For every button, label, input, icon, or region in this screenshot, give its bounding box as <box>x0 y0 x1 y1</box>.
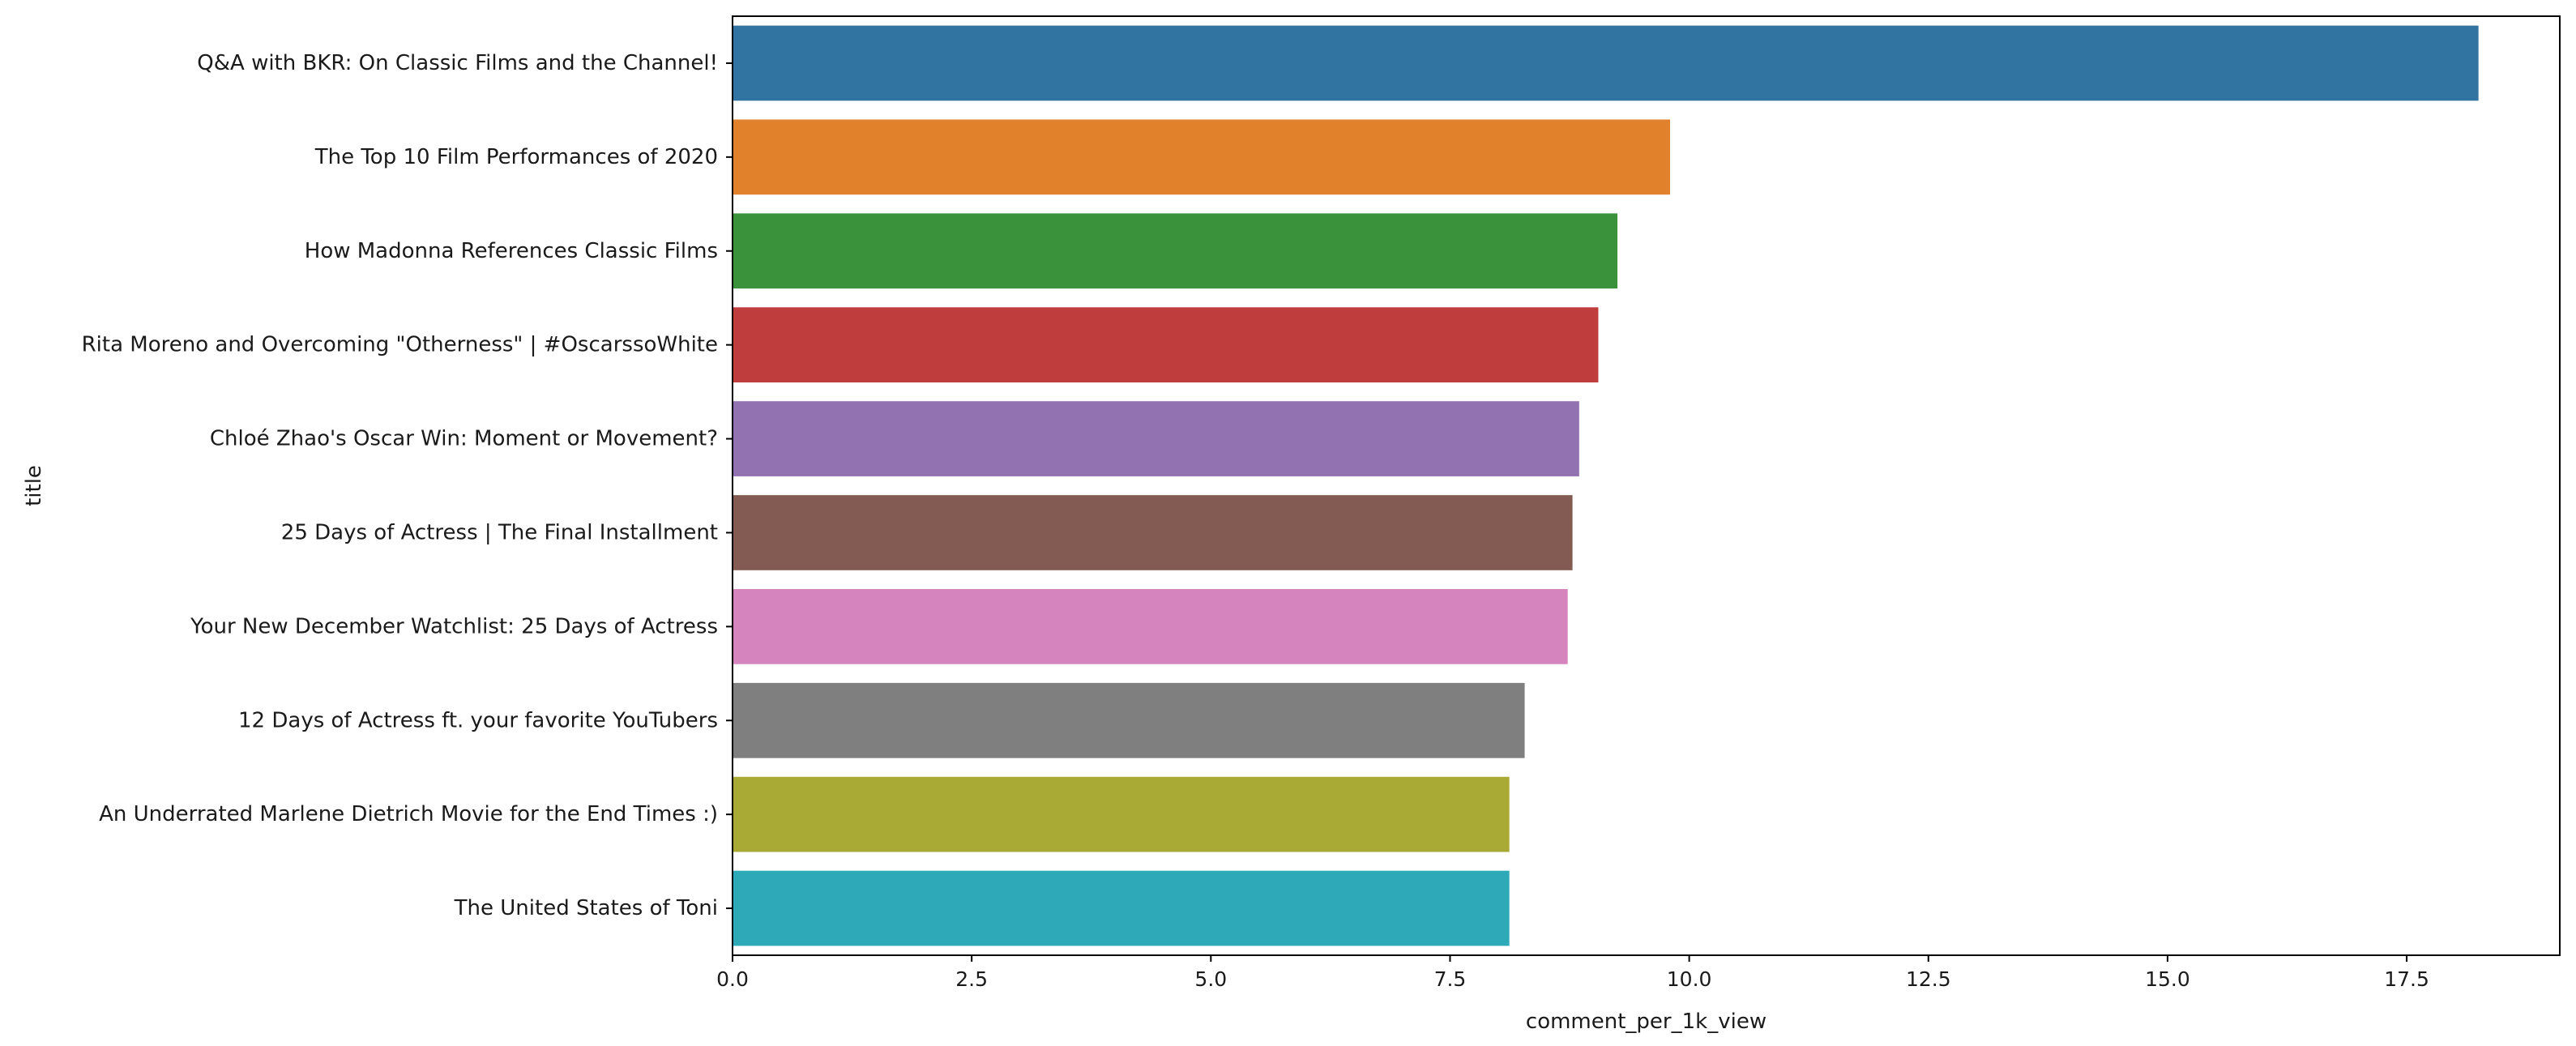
bar <box>733 588 1568 664</box>
category-label: The United States of Toni <box>454 896 718 920</box>
x-tick-label: 7.5 <box>1434 967 1467 991</box>
bar <box>733 682 1525 758</box>
bar <box>733 495 1573 570</box>
category-label: How Madonna References Classic Films <box>305 239 718 263</box>
category-label: Your New December Watchlist: 25 Days of … <box>190 614 718 638</box>
x-tick-label: 0.0 <box>716 967 749 991</box>
category-label: Chloé Zhao's Oscar Win: Moment or Moveme… <box>210 427 718 451</box>
x-tick-label: 17.5 <box>2384 967 2429 991</box>
x-tick-label: 2.5 <box>955 967 988 991</box>
bar <box>733 25 2479 101</box>
y-tick-layer: Q&A with BKR: On Classic Films and the C… <box>82 51 733 920</box>
x-axis-title: comment_per_1k_view <box>1526 1010 1766 1034</box>
category-label: Q&A with BKR: On Classic Films and the C… <box>197 51 718 75</box>
category-label: 25 Days of Actress | The Final Installme… <box>281 520 718 544</box>
x-tick-label: 12.5 <box>1906 967 1951 991</box>
bar <box>733 870 1510 946</box>
bar <box>733 307 1599 383</box>
bar <box>733 213 1618 289</box>
category-label: 12 Days of Actress ft. your favorite You… <box>238 708 718 732</box>
x-tick-label: 5.0 <box>1194 967 1227 991</box>
category-label: The Top 10 Film Performances of 2020 <box>314 145 718 169</box>
plot-frame <box>732 15 2561 956</box>
y-axis-title: title <box>22 465 46 506</box>
bar <box>733 776 1510 852</box>
category-label: Rita Moreno and Overcoming "Otherness" |… <box>82 333 718 357</box>
x-tick-layer: 0.0 2.5 5.0 7.5 10.0 12.5 15.0 17.5 <box>716 955 2429 991</box>
bar <box>733 401 1579 476</box>
x-tick-label: 15.0 <box>2145 967 2190 991</box>
bar <box>733 119 1671 195</box>
category-label: An Underrated Marlene Dietrich Movie for… <box>99 802 718 826</box>
bars-layer <box>733 25 2479 946</box>
x-tick-label: 10.0 <box>1667 967 1712 991</box>
